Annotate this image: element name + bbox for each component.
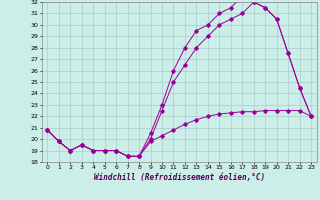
X-axis label: Windchill (Refroidissement éolien,°C): Windchill (Refroidissement éolien,°C): [94, 173, 265, 182]
